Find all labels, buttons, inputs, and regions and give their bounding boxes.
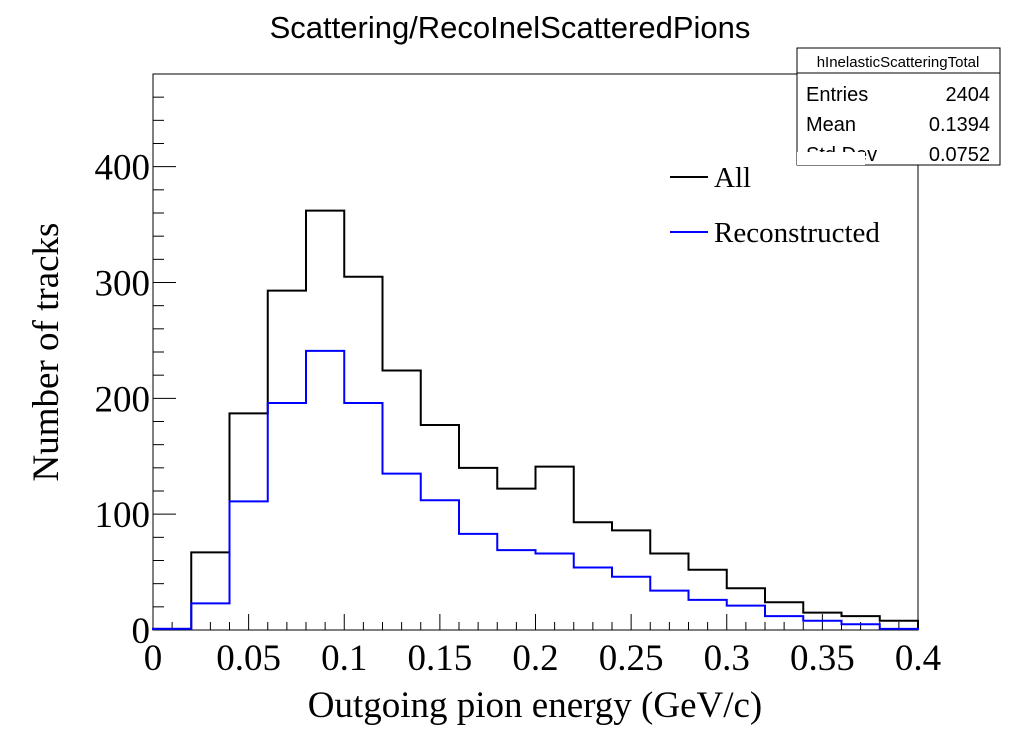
x-tick-label: 0.05	[216, 638, 281, 679]
x-tick-label: 0.35	[790, 638, 855, 679]
y-tick-label: 300	[95, 264, 151, 305]
histogram-bin-reconstructed	[268, 403, 306, 630]
x-tick-label: 0	[144, 638, 163, 679]
x-tick-label: 0.1	[321, 638, 367, 679]
series-line-all	[152, 209, 919, 630]
histogram-bin-reconstructed	[650, 591, 688, 630]
y-axis-ticks: 0 100 200 300 400	[95, 73, 176, 652]
x-tick-label: 0.4	[895, 638, 941, 679]
histogram-bin-reconstructed	[727, 606, 765, 630]
histogram-bin-reconstructed	[842, 624, 880, 630]
legend-label-reconstructed: Reconstructed	[714, 217, 880, 249]
x-tick-label: 0.2	[512, 638, 558, 679]
histogram-bin-reconstructed	[191, 603, 229, 630]
y-tick-label: 200	[95, 379, 151, 420]
stats-entries-label: Entries	[806, 84, 868, 106]
stats-box-frame	[796, 47, 1001, 166]
histogram-bin-reconstructed	[689, 600, 727, 630]
y-tick-label: 100	[95, 495, 151, 536]
x-axis-ticks: 0 0.05 0.1 0.15 0.2 0.25 0.3 0.35 0.4	[144, 614, 941, 679]
histogram-bin-reconstructed	[230, 501, 268, 630]
x-tick-label: 0.3	[704, 638, 750, 679]
histogram-bin-reconstructed	[536, 554, 574, 630]
y-tick-label: 0	[132, 611, 151, 652]
legend: All Reconstructed	[670, 162, 880, 249]
histogram-bin-reconstructed	[459, 534, 497, 630]
legend-overlap-mask	[797, 152, 865, 165]
y-axis-label: Number of tracks	[26, 223, 67, 482]
histogram-bin-reconstructed	[497, 550, 535, 630]
x-tick-label: 0.15	[408, 638, 473, 679]
histogram-bin-reconstructed	[574, 567, 612, 630]
histogram-bin-reconstructed	[383, 474, 421, 630]
stats-box-title: hInelasticScatteringTotal	[817, 54, 980, 71]
y-tick-label: 400	[95, 148, 151, 189]
stats-mean-value: 0.1394	[929, 114, 990, 136]
histogram-bin-reconstructed	[344, 403, 382, 630]
x-tick-label: 0.25	[599, 638, 664, 679]
stats-entries-value: 2404	[946, 84, 991, 106]
histogram-bin-reconstructed	[803, 621, 841, 630]
stats-stddev-value: 0.0752	[929, 144, 990, 166]
histogram-bin-reconstructed	[306, 351, 344, 630]
stats-mean-label: Mean	[806, 114, 856, 136]
histogram-bin-reconstructed	[421, 500, 459, 630]
x-axis-label: Outgoing pion energy (GeV/c)	[308, 685, 763, 726]
stats-box: hInelasticScatteringTotal Entries 2404 M…	[796, 47, 1001, 166]
histogram-bin-reconstructed	[153, 629, 191, 630]
histogram-bin-reconstructed	[612, 577, 650, 630]
histogram-bin-reconstructed	[880, 629, 918, 630]
histogram-bin-reconstructed	[765, 616, 803, 630]
legend-label-all: All	[714, 162, 751, 194]
series-layer	[152, 209, 919, 630]
chart-title: Scattering/RecoInelScatteredPions	[270, 10, 751, 45]
series-line-reconstructed	[152, 349, 919, 630]
